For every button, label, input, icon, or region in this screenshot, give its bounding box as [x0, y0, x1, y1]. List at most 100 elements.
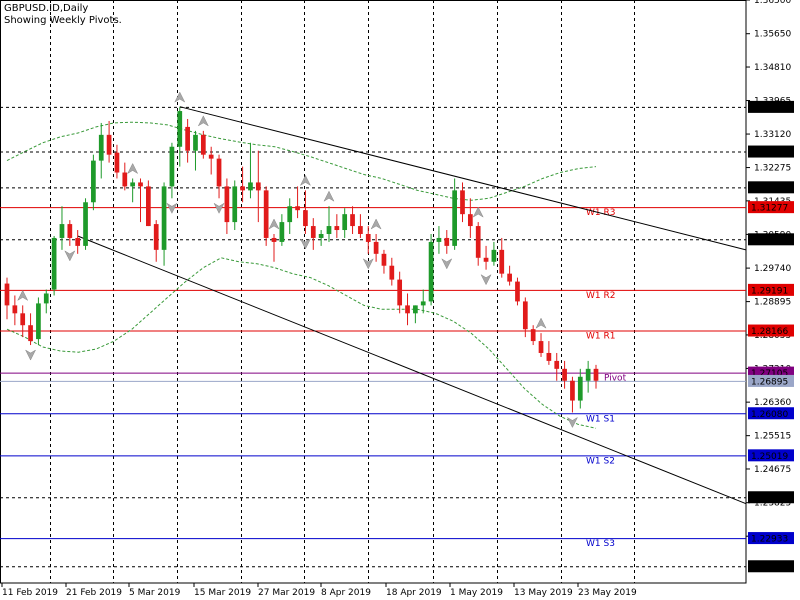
candle-body — [303, 210, 308, 227]
candle-body — [83, 202, 88, 246]
fractal-down-icon — [480, 274, 492, 286]
candle-body — [507, 273, 512, 282]
candle-body — [161, 186, 167, 250]
price-badge — [748, 449, 794, 462]
candle-body — [405, 305, 410, 314]
fractal-up-icon — [370, 218, 382, 230]
y-tick-label: 1.24675 — [754, 465, 791, 475]
candle-body — [373, 241, 379, 254]
candle-body — [570, 380, 575, 401]
y-tick-label: 1.35650 — [754, 30, 791, 40]
candle-body — [20, 313, 26, 326]
candle-body — [562, 368, 567, 381]
price-badge-label: 1.28166 — [751, 327, 788, 337]
y-tick-label: 1.26360 — [754, 398, 791, 408]
x-tick-label: 5 Mar 2019 — [129, 588, 181, 598]
fractal-down-icon — [299, 238, 312, 250]
price-badge-label: 1.22933 — [751, 535, 788, 545]
candle-body — [193, 134, 198, 151]
price-badge-label: 1.33805 — [751, 103, 788, 113]
candle-body — [397, 279, 403, 306]
price-badge — [748, 532, 794, 545]
candle-body — [436, 237, 442, 242]
candle-body — [334, 226, 340, 231]
candle-body — [51, 237, 57, 290]
candle-body — [185, 126, 190, 151]
channel-lower — [77, 235, 747, 505]
y-tick-label: 1.28895 — [754, 298, 791, 308]
candle-body — [106, 134, 112, 155]
fractal-down-icon — [24, 349, 37, 361]
candle-body — [240, 186, 245, 191]
candle-body — [365, 233, 371, 242]
price-badge-label: 1.32679 — [751, 148, 788, 158]
price-badge — [748, 560, 794, 573]
candle-body — [36, 303, 41, 340]
x-tick-label: 1 May 2019 — [450, 588, 503, 598]
candle-body — [467, 214, 473, 227]
candle-body — [491, 249, 497, 262]
fractal-up-icon — [323, 190, 335, 202]
candle-body — [585, 368, 591, 381]
fractal-up-icon — [299, 174, 312, 187]
price-badge — [748, 181, 794, 194]
x-tick-label: 13 May 2019 — [514, 588, 573, 598]
candle-body — [326, 226, 332, 234]
candle-body — [460, 190, 465, 215]
candle-body — [295, 206, 300, 211]
x-tick-label: 11 Feb 2019 — [2, 588, 58, 598]
candle-body — [177, 111, 183, 147]
candle-body — [389, 265, 395, 280]
candle-body — [287, 206, 293, 223]
x-tick-label: 18 Apr 2019 — [386, 588, 442, 598]
price-badge-label: 1.26080 — [751, 410, 788, 420]
fractal-up-icon — [174, 91, 186, 103]
pivot-label: W1 R2 — [586, 291, 615, 301]
candle-body — [114, 152, 120, 173]
candle-body — [208, 154, 214, 159]
candle-body — [130, 182, 136, 187]
candle-body — [279, 222, 285, 242]
candle-body — [28, 325, 33, 342]
price-badge-label: 1.31777 — [751, 184, 788, 194]
chart-subtitle: Showing Weekly Pivots. — [4, 15, 122, 26]
y-tick-label: 1.29740 — [754, 264, 791, 274]
candle-body — [428, 241, 434, 302]
candle-body — [224, 186, 230, 223]
candle-body — [358, 226, 363, 234]
x-tick-label: 8 Apr 2019 — [321, 588, 371, 598]
candle-body — [263, 190, 269, 238]
candle-body — [232, 186, 238, 223]
candle-body — [122, 172, 128, 187]
y-tick-label: 1.34810 — [754, 63, 791, 73]
candle-body — [216, 158, 222, 187]
candle-body — [43, 293, 49, 304]
pivot-label: W1 S2 — [586, 456, 615, 466]
candle-body — [98, 134, 104, 161]
candle-body — [255, 182, 261, 191]
price-badge — [748, 491, 794, 504]
pivot-label: W1 S1 — [586, 414, 615, 424]
chart-title: GBPUSD.ID,Daily — [4, 3, 89, 14]
fractal-up-icon — [127, 162, 139, 175]
price-badge-label: 1.29191 — [751, 286, 788, 296]
price-badge — [748, 324, 794, 337]
fractal-up-icon — [197, 115, 209, 127]
channel-upper — [179, 106, 747, 251]
candle-body — [499, 249, 505, 274]
price-badge-label: 1.31277 — [751, 204, 788, 214]
candle-body — [200, 134, 206, 155]
candle-body — [310, 226, 316, 238]
candle-body — [350, 214, 355, 227]
candle-body — [318, 233, 324, 238]
x-tick-label: 27 Mar 2019 — [258, 588, 315, 598]
candle-body — [59, 224, 65, 238]
price-badge — [748, 233, 794, 246]
y-tick-label: 1.25515 — [754, 432, 791, 442]
candle-body — [538, 341, 544, 353]
pivot-label: Pivot — [604, 374, 627, 384]
fractal-down-icon — [362, 258, 374, 270]
candle-body — [444, 237, 450, 246]
fractal-down-icon — [441, 258, 453, 270]
